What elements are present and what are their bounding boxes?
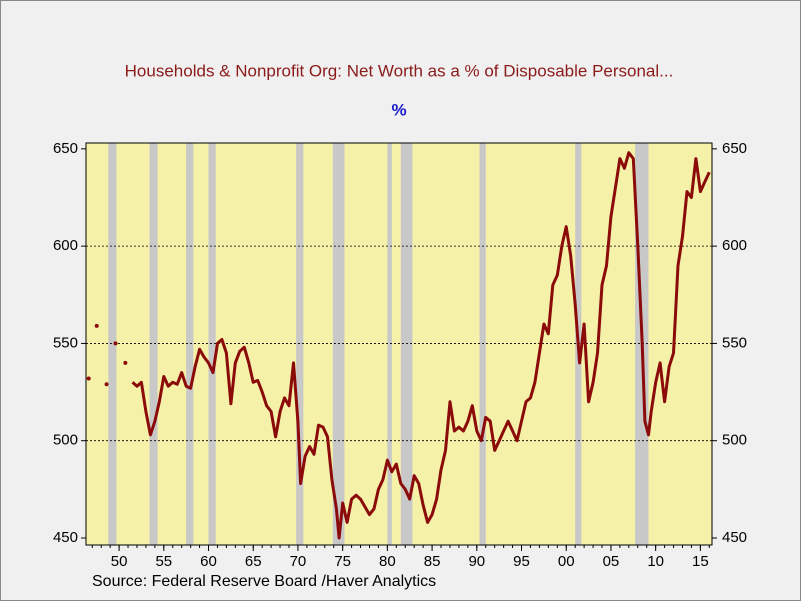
- y-tick-label: 500: [722, 432, 747, 449]
- data-point: [86, 376, 91, 381]
- recession-band: [149, 143, 158, 545]
- x-tick-label: 95: [513, 553, 530, 570]
- recession-band: [387, 143, 392, 545]
- y-tick-label: 600: [53, 237, 78, 254]
- x-tick-label: 65: [245, 553, 262, 570]
- y-tick-label: 600: [722, 237, 747, 254]
- y-tick-label: 550: [722, 334, 747, 351]
- y-tick-label: 650: [722, 140, 747, 157]
- y-tick-label: 550: [53, 334, 78, 351]
- x-tick-label: 00: [558, 553, 575, 570]
- x-tick-label: 85: [424, 553, 441, 570]
- x-tick-label: 50: [111, 553, 128, 570]
- recession-band: [332, 143, 345, 545]
- x-tick-label: 55: [155, 553, 172, 570]
- plot-background: [86, 143, 712, 545]
- x-tick-label: 80: [379, 553, 396, 570]
- data-point: [94, 323, 99, 328]
- plot-area: 450 450 500 500 550 550 600 600 650 650 50 55 60 65 70…: [53, 140, 747, 570]
- y-tick-label: 650: [53, 140, 78, 157]
- source-note: Source: Federal Reserve Board /Haver Ana…: [92, 573, 436, 590]
- recession-band: [208, 143, 216, 545]
- data-point: [104, 382, 109, 387]
- x-tick-label: 05: [603, 553, 620, 570]
- recession-band: [400, 143, 413, 545]
- recession-band: [108, 143, 117, 545]
- y-tick-label: 450: [722, 529, 747, 546]
- x-tick-label: 60: [200, 553, 217, 570]
- recession-band: [296, 143, 304, 545]
- recession-band: [479, 143, 486, 545]
- x-tick-label: 70: [290, 553, 307, 570]
- data-point: [113, 341, 118, 346]
- chart-title: Households & Nonprofit Org: Net Worth as…: [125, 61, 674, 80]
- x-tick-label: 90: [468, 553, 485, 570]
- x-tick-label: 15: [692, 553, 709, 570]
- data-point: [123, 360, 128, 365]
- plot-border: [85, 142, 713, 546]
- x-tick-label: 75: [334, 553, 351, 570]
- data-line: [131, 151, 711, 540]
- y-tick-label: 500: [53, 432, 78, 449]
- recession-band: [186, 143, 194, 545]
- chart-subtitle: %: [391, 100, 406, 119]
- x-tick-label: 10: [647, 553, 664, 570]
- y-tick-label: 450: [53, 529, 78, 546]
